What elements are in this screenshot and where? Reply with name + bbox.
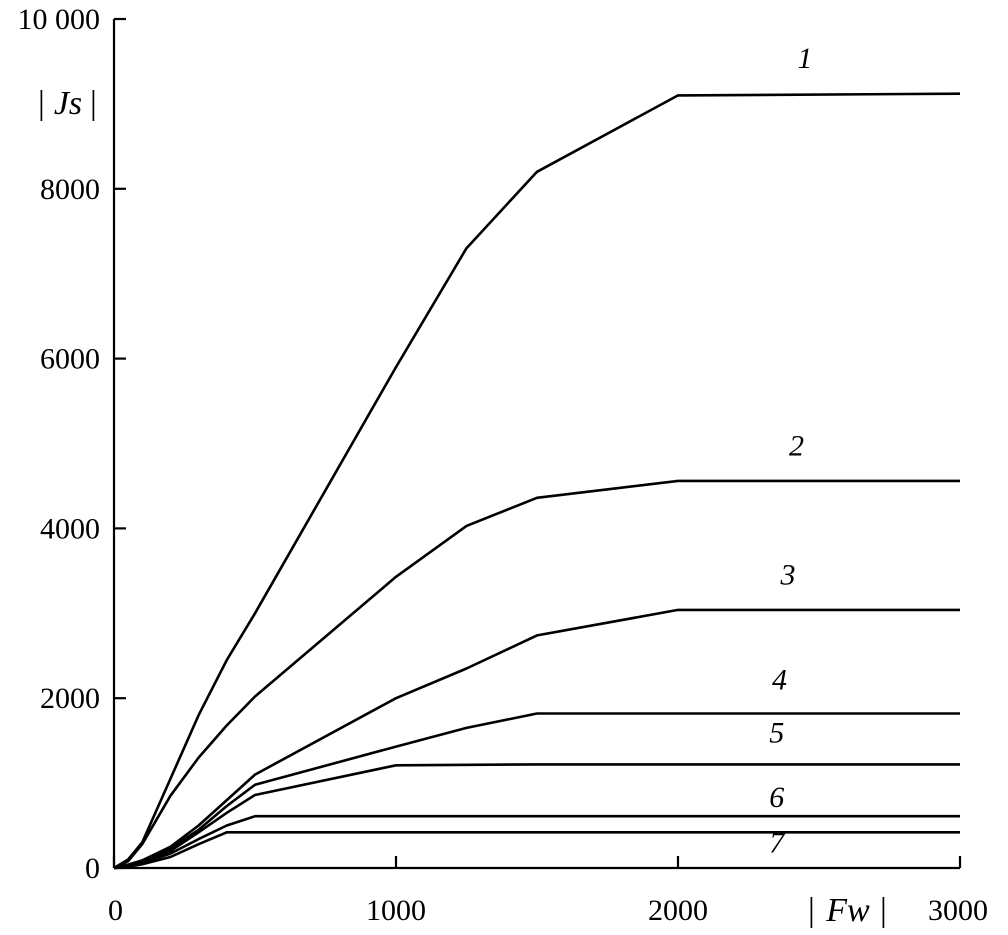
series-label-5: 5 (769, 716, 784, 749)
x-axis-title: | Fw | (808, 892, 887, 929)
series-label-1: 1 (797, 42, 812, 75)
series-line-6 (113, 814, 960, 870)
y-tick-label: 10 000 (18, 3, 101, 36)
y-ticks: 0 2000 4000 6000 8000 10 000 (18, 3, 126, 885)
axes (112, 19, 960, 870)
series-labels: 1 2 3 4 5 6 7 (769, 42, 812, 859)
series-label-3: 3 (779, 558, 795, 591)
x-tick-label: 2000 (648, 894, 708, 927)
svg-text:|: | (90, 85, 97, 122)
x-axis-title-text: Fw (825, 892, 870, 929)
series-line-4 (113, 712, 960, 870)
series-lines (113, 92, 961, 870)
series-label-2: 2 (789, 429, 804, 462)
y-tick-label: 4000 (40, 512, 100, 545)
y-axis-title-text: Js (54, 85, 82, 122)
y-tick-label: 8000 (40, 173, 100, 206)
y-tick-label: 6000 (40, 343, 100, 376)
y-axis-title: | Js | (38, 85, 97, 122)
series-label-4: 4 (772, 664, 787, 697)
x-tick-label: 1000 (366, 894, 426, 927)
x-tick-label: 0 (108, 894, 123, 927)
series-label-6: 6 (769, 781, 784, 814)
svg-text:|: | (808, 892, 815, 929)
x-tick-label: 3000 (928, 894, 988, 927)
series-line-7 (113, 831, 960, 870)
svg-text:|: | (880, 892, 887, 929)
series-line-2 (113, 479, 960, 870)
svg-text:|: | (38, 85, 45, 122)
y-tick-label: 2000 (40, 682, 100, 715)
series-line-3 (113, 608, 960, 870)
series-label-7: 7 (769, 827, 786, 860)
y-tick-label: 0 (85, 852, 100, 885)
x-ticks: 0 1000 2000 3000 (108, 856, 988, 927)
